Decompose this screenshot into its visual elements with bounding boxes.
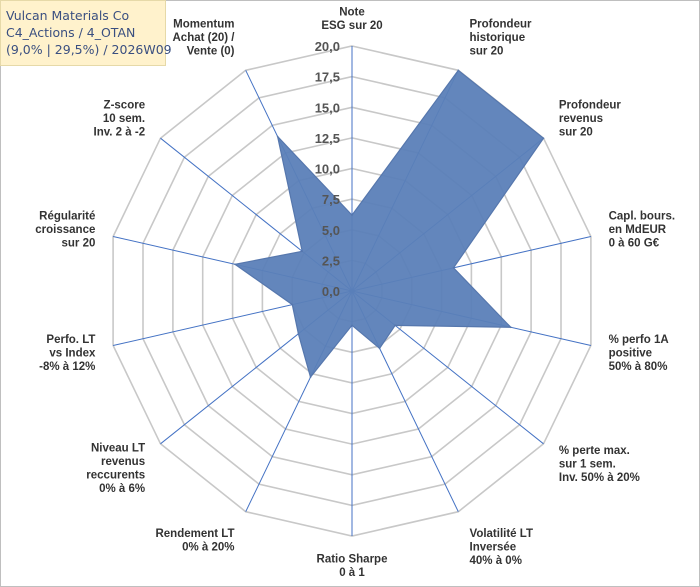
data-point bbox=[309, 376, 312, 378]
axis-label-line: Régularité bbox=[39, 211, 95, 223]
axis-label-line: Rendement LT bbox=[155, 528, 234, 540]
tick-label: 12,5 bbox=[315, 131, 340, 146]
axis-label-line: -8% à 12% bbox=[39, 361, 95, 373]
axis-label-line: revenus bbox=[559, 113, 603, 125]
title-line-2: C4_Actions / 4_OTAN bbox=[6, 25, 136, 40]
axis-label-line: en MdEUR bbox=[609, 224, 667, 236]
axis-label-line: sur 20 bbox=[470, 46, 504, 58]
data-point bbox=[276, 135, 279, 138]
axis-label-line: 40% à 0% bbox=[470, 555, 522, 567]
axis-label-line: Perfo. LT bbox=[46, 334, 95, 346]
tick-label: 2,5 bbox=[322, 253, 340, 268]
axis-label-line: Note bbox=[339, 7, 365, 19]
axis-label-line: Z-score bbox=[104, 99, 146, 111]
tick-label: 10,0 bbox=[315, 162, 340, 177]
radar-axis-labels: Note ESG sur 20 Profondeur historique sur 20… bbox=[35, 7, 675, 580]
tick-label: 7,5 bbox=[322, 192, 340, 207]
axis-label-line: historique bbox=[470, 32, 526, 44]
axis-label: % perfo 1A positive 50% à 80% bbox=[609, 334, 669, 373]
axis-label-line: Profondeur bbox=[559, 99, 621, 111]
axis-label-line: sur 20 bbox=[559, 126, 593, 138]
axis-label-line: Capl. bours. bbox=[609, 211, 675, 223]
data-point bbox=[291, 303, 294, 306]
axis-label-line: Inv. 2 à -2 bbox=[94, 126, 146, 138]
axis-label: Note ESG sur 20 bbox=[321, 7, 382, 33]
tick-label: 0,0 bbox=[322, 284, 340, 299]
axis-label-line: croissance bbox=[35, 224, 95, 236]
axis-label-line: Inversée bbox=[470, 542, 517, 554]
axis-label-line: sur 20 bbox=[62, 238, 96, 250]
radar-tick-labels: 0,0 2,5 5,0 7,5 10,0 12,5 15,0 17,5 20,0 bbox=[315, 39, 340, 299]
radar-series bbox=[233, 69, 545, 379]
tick-label: 17,5 bbox=[315, 70, 340, 85]
axis-label-line: Profondeur bbox=[470, 19, 532, 31]
axis-label-line: ESG sur 20 bbox=[321, 20, 382, 32]
axis-label-line: 50% à 80% bbox=[609, 361, 668, 373]
data-point bbox=[301, 250, 304, 253]
title-line-3: (9,0% | 29,5%) / 2026W09 bbox=[6, 42, 172, 57]
data-point bbox=[542, 137, 545, 139]
axis-label: Profondeur historique sur 20 bbox=[470, 19, 532, 58]
axis-label: Capl. bours. en MdEUR 0 à 60 G€ bbox=[609, 211, 675, 250]
axis-label-line: Vente (0) bbox=[187, 46, 235, 58]
tick-label: 15,0 bbox=[315, 100, 340, 115]
axis-label: Perfo. LT vs Index -8% à 12% bbox=[39, 334, 96, 373]
axis-label-line: Inv. 50% à 20% bbox=[559, 472, 640, 484]
axis-label: Rendement LT 0% à 20% bbox=[155, 528, 234, 554]
title-line-1: Vulcan Materials Co bbox=[6, 8, 130, 23]
axis-label: Régularité croissance sur 20 bbox=[35, 211, 95, 250]
axis-label-line: Niveau LT bbox=[91, 443, 145, 455]
axis-label-line: Momentum bbox=[173, 19, 234, 31]
data-point bbox=[234, 263, 236, 266]
data-point bbox=[452, 267, 455, 269]
axis-label-line: Ratio Sharpe bbox=[317, 554, 388, 566]
axis-label-line: 0% à 6% bbox=[99, 483, 145, 495]
title-box: Vulcan Materials Co C4_Actions / 4_OTAN … bbox=[0, 0, 172, 66]
axis-label: Z-score 10 sem. Inv. 2 à -2 bbox=[94, 99, 146, 138]
axis-label-line: vs Index bbox=[49, 347, 96, 359]
axis-label-line: 0% à 20% bbox=[182, 542, 234, 554]
axis-label: Momentum Achat (20) / Vente (0) bbox=[173, 19, 236, 58]
axis-label-line: Volatilité LT bbox=[470, 528, 533, 540]
axis-label-line: positive bbox=[609, 347, 652, 359]
axis-label-line: sur 1 sem. bbox=[559, 459, 616, 471]
data-point bbox=[510, 326, 512, 329]
axis-label: Niveau LT revenus reccurents 0% à 6% bbox=[86, 443, 145, 496]
data-point bbox=[394, 324, 396, 327]
axis-label-line: Achat (20) / bbox=[173, 32, 236, 44]
axis-label: Profondeur revenus sur 20 bbox=[559, 99, 621, 138]
axis-label: % perte max. sur 1 sem. Inv. 50% à 20% bbox=[559, 445, 640, 484]
data-point bbox=[297, 333, 300, 335]
data-point bbox=[457, 69, 460, 72]
axis-label-line: 0 à 60 G€ bbox=[609, 238, 660, 250]
tick-label: 5,0 bbox=[322, 223, 340, 238]
axis-label-line: 0 à 1 bbox=[339, 567, 365, 579]
tick-label: 20,0 bbox=[315, 39, 340, 54]
axis-label-line: revenus bbox=[101, 456, 145, 468]
axis-label-line: 10 sem. bbox=[103, 113, 145, 125]
axis-label-line: % perfo 1A bbox=[609, 334, 669, 346]
axis-label-line: % perte max. bbox=[559, 445, 630, 457]
data-point bbox=[351, 324, 353, 327]
data-point bbox=[378, 347, 381, 350]
data-point bbox=[351, 214, 353, 216]
axis-label-line: reccurents bbox=[86, 470, 145, 482]
axis-label: Volatilité LT Inversée 40% à 0% bbox=[470, 528, 533, 567]
axis-label: Ratio Sharpe 0 à 1 bbox=[317, 554, 388, 580]
